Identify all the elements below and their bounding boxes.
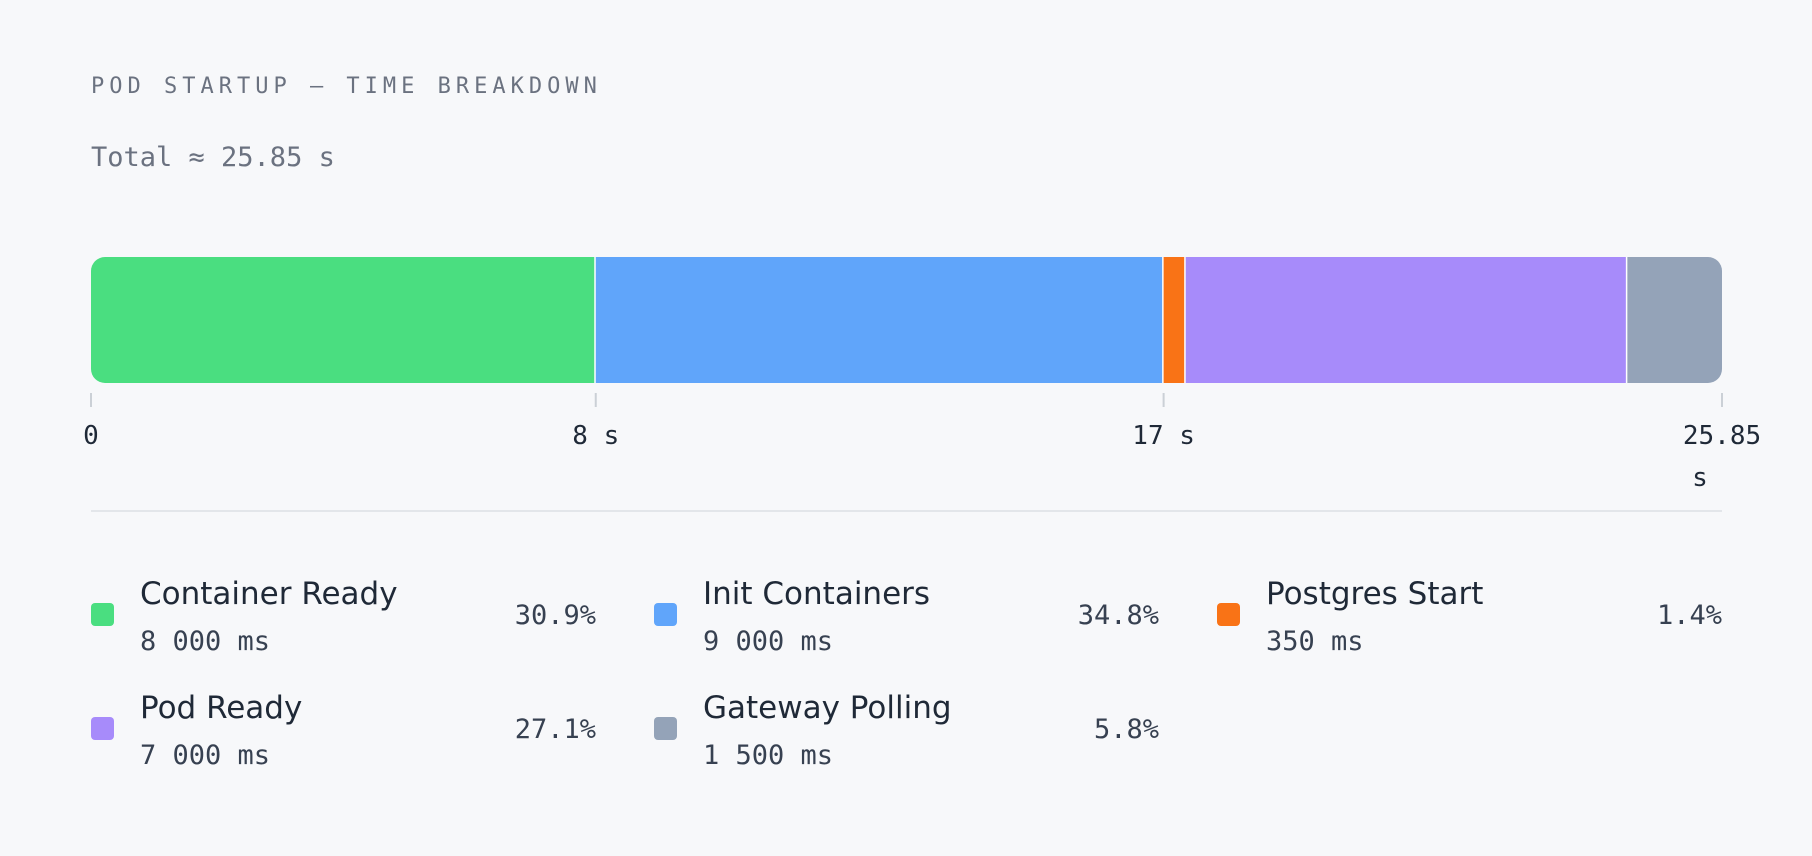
legend-duration: 350 ms [1266, 626, 1364, 657]
legend-swatch [654, 717, 677, 740]
tick-label: 17 s [1132, 421, 1195, 451]
legend-percent: 34.8% [1077, 600, 1159, 631]
legend-percent: 5.8% [1093, 714, 1159, 745]
bar-segment-pod-ready[interactable] [1185, 257, 1628, 383]
chart-subtitle: Total ≈ 25.85 s [91, 142, 335, 173]
legend-duration: 1 500 ms [703, 740, 834, 771]
legend-swatch [91, 603, 114, 626]
legend-label: Init Containers [703, 576, 931, 612]
bar-segment-gateway-polling[interactable] [1627, 257, 1722, 383]
legend-item: Init Containers 9 000 ms 34.8% [654, 576, 1159, 666]
legend-percent: 1.4% [1656, 600, 1722, 631]
legend-item: Gateway Polling 1 500 ms 5.8% [654, 690, 1159, 780]
legend-swatch [654, 603, 677, 626]
bar-segment-init-containers[interactable] [595, 257, 1164, 383]
legend-swatch [91, 717, 114, 740]
bar-segment-container-ready[interactable] [91, 257, 596, 383]
tick-label: 8 s [572, 421, 619, 451]
chart-title: POD STARTUP — TIME BREAKDOWN [91, 74, 602, 99]
legend-label: Pod Ready [140, 690, 303, 726]
legend-duration: 7 000 ms [140, 740, 271, 771]
legend-swatch [1217, 603, 1240, 626]
bar-track [91, 257, 1722, 383]
tick-label: 0 [83, 421, 99, 451]
legend-item: Postgres Start 350 ms 1.4% [1217, 576, 1722, 666]
legend-label: Gateway Polling [703, 690, 952, 726]
stacked-bar-chart: 0 8 s 17 s 25.85 s [83, 257, 1761, 493]
legend-label: Container Ready [140, 576, 398, 612]
tick-label: 25.85 s [1683, 421, 1761, 493]
divider [91, 510, 1722, 512]
legend-duration: 9 000 ms [703, 626, 834, 657]
legend-percent: 30.9% [514, 600, 596, 631]
legend-duration: 8 000 ms [140, 626, 271, 657]
legend-percent: 27.1% [514, 714, 596, 745]
bar-segment-postgres-start[interactable] [1163, 257, 1186, 383]
legend-item: Container Ready 8 000 ms 30.9% [91, 576, 596, 666]
legend-item: Pod Ready 7 000 ms 27.1% [91, 690, 596, 780]
legend-label: Postgres Start [1266, 576, 1484, 612]
